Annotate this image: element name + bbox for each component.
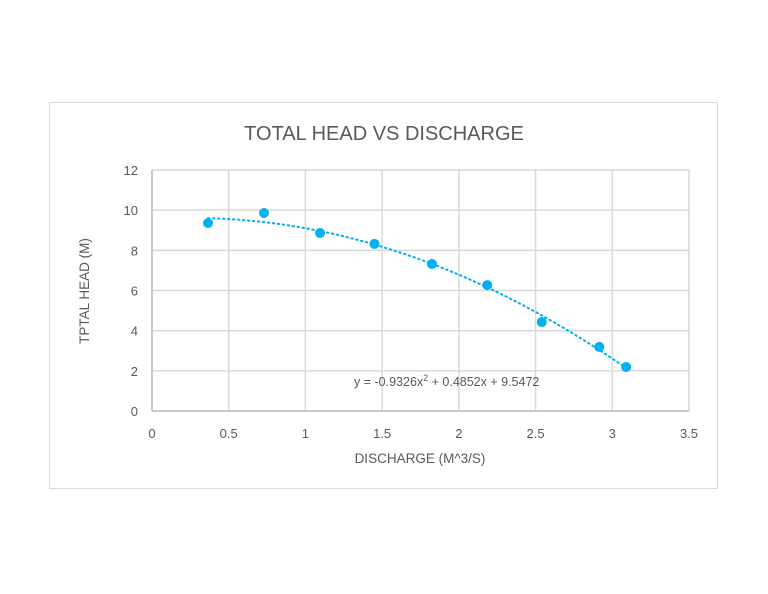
y-tick-label: 2 <box>131 364 138 379</box>
chart-svg: TOTAL HEAD VS DISCHARGE 0 2 4 6 8 10 12 0 0.5 1 1… <box>77 123 698 466</box>
x-tick-label: 1 <box>302 426 309 441</box>
x-tick-label: 3 <box>609 426 616 441</box>
trendline-equation: y = -0.9326x2 + 0.4852x + 9.5472 <box>354 373 539 389</box>
x-tick-label: 2 <box>455 426 462 441</box>
y-tick-label: 6 <box>131 284 138 299</box>
gridlines <box>151 169 690 412</box>
x-tick-label: 2.5 <box>527 426 545 441</box>
y-tick-label: 4 <box>131 324 138 339</box>
data-point <box>259 207 270 218</box>
y-tick-label: 8 <box>131 243 138 258</box>
y-tick-label: 12 <box>124 163 138 178</box>
y-axis-label: TPTAL HEAD (M) <box>77 238 92 344</box>
chart-title: TOTAL HEAD VS DISCHARGE <box>244 123 524 145</box>
data-point <box>315 228 326 239</box>
x-tick-label: 0.5 <box>220 426 238 441</box>
data-point <box>203 218 214 229</box>
x-axis-ticks: 0 0.5 1 1.5 2 2.5 3 3.5 <box>148 426 698 441</box>
data-point <box>594 341 605 352</box>
x-tick-label: 3.5 <box>680 426 698 441</box>
data-point <box>621 362 632 373</box>
trendline <box>207 217 628 369</box>
chart-container[interactable]: TOTAL HEAD VS DISCHARGE 0 2 4 6 8 10 12 0 0.5 1 1… <box>49 102 718 489</box>
y-tick-label: 0 <box>131 404 138 419</box>
x-tick-label: 0 <box>148 426 155 441</box>
x-tick-label: 1.5 <box>373 426 391 441</box>
x-axis-label: DISCHARGE (M^3/S) <box>355 451 486 466</box>
data-point <box>482 280 493 291</box>
y-axis-ticks: 0 2 4 6 8 10 12 <box>124 163 138 419</box>
data-point <box>536 317 547 328</box>
data-point <box>427 258 438 269</box>
data-point <box>369 238 380 249</box>
y-tick-label: 10 <box>124 203 138 218</box>
data-points <box>203 207 632 373</box>
